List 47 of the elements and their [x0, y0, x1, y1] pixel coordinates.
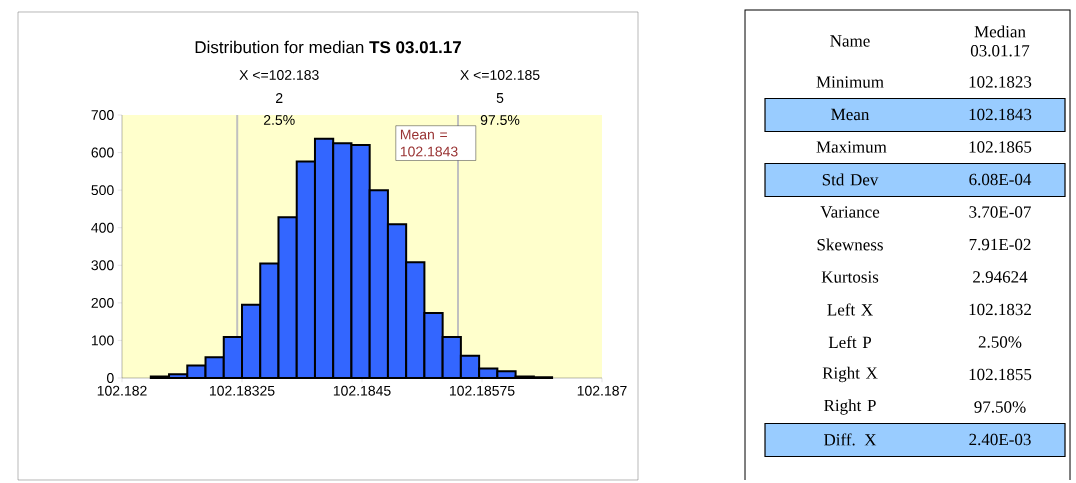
y-tick-label: 400: [91, 222, 114, 233]
x-tick-label: 102.1845: [333, 385, 391, 396]
text: 2.94624: [973, 271, 1028, 283]
x-tick-label: 102.18325: [209, 385, 275, 396]
text: Right X: [822, 366, 878, 383]
annotation: 97.5%: [480, 115, 520, 125]
y-tick-label: 0: [106, 373, 114, 383]
text: 97.50%: [974, 401, 1026, 413]
text: Minimum: [816, 76, 884, 88]
ref-line-label: X <=102.183: [239, 70, 319, 80]
text: 102.1832: [969, 303, 1031, 316]
x-tick-label: 102.187: [577, 385, 627, 396]
y-tick-label: 600: [91, 147, 114, 158]
text: 2.40E-03: [969, 433, 1031, 446]
text: Kurtosis: [821, 271, 879, 283]
text: 102.1823: [969, 76, 1032, 88]
text: Left X: [827, 303, 873, 316]
text: Std Dev: [822, 173, 879, 186]
text: 3.70E-07: [969, 206, 1031, 218]
text: Right P: [824, 399, 876, 415]
ref-line-label: X <=102.185: [460, 70, 540, 80]
annotation: Mean = 102.1843: [400, 129, 458, 157]
y-tick-label: 200: [91, 297, 114, 308]
text: 2.50%: [978, 336, 1022, 348]
text: Maximum: [816, 141, 887, 153]
text: Left P: [828, 335, 872, 349]
text: 102.1865: [969, 141, 1032, 153]
text: 5: [496, 93, 504, 103]
y-tick-label: 500: [91, 185, 114, 196]
y-tick-label: 300: [91, 260, 114, 271]
text: Variance: [820, 206, 880, 218]
y-tick-label: 100: [91, 335, 114, 346]
text: Name: [830, 35, 870, 47]
text: 6.08E-04: [969, 173, 1032, 186]
text: Diff. X: [823, 433, 877, 446]
x-tick-label: 102.182: [97, 385, 147, 396]
text: 102.1855: [969, 368, 1032, 381]
chart-title: Distribution for median TS 03.01.17: [195, 40, 461, 54]
y-tick-label: 700: [91, 110, 114, 120]
text: Mean: [831, 108, 870, 121]
x-tick-label: 102.18575: [449, 385, 515, 396]
text: 102.1843: [969, 108, 1032, 121]
annotation: 2.5%: [263, 115, 295, 125]
text: 7.91E-02: [969, 238, 1031, 251]
text: 2: [276, 93, 283, 103]
text: Skewness: [817, 238, 883, 251]
text: Median 03.01.17: [970, 25, 1030, 57]
